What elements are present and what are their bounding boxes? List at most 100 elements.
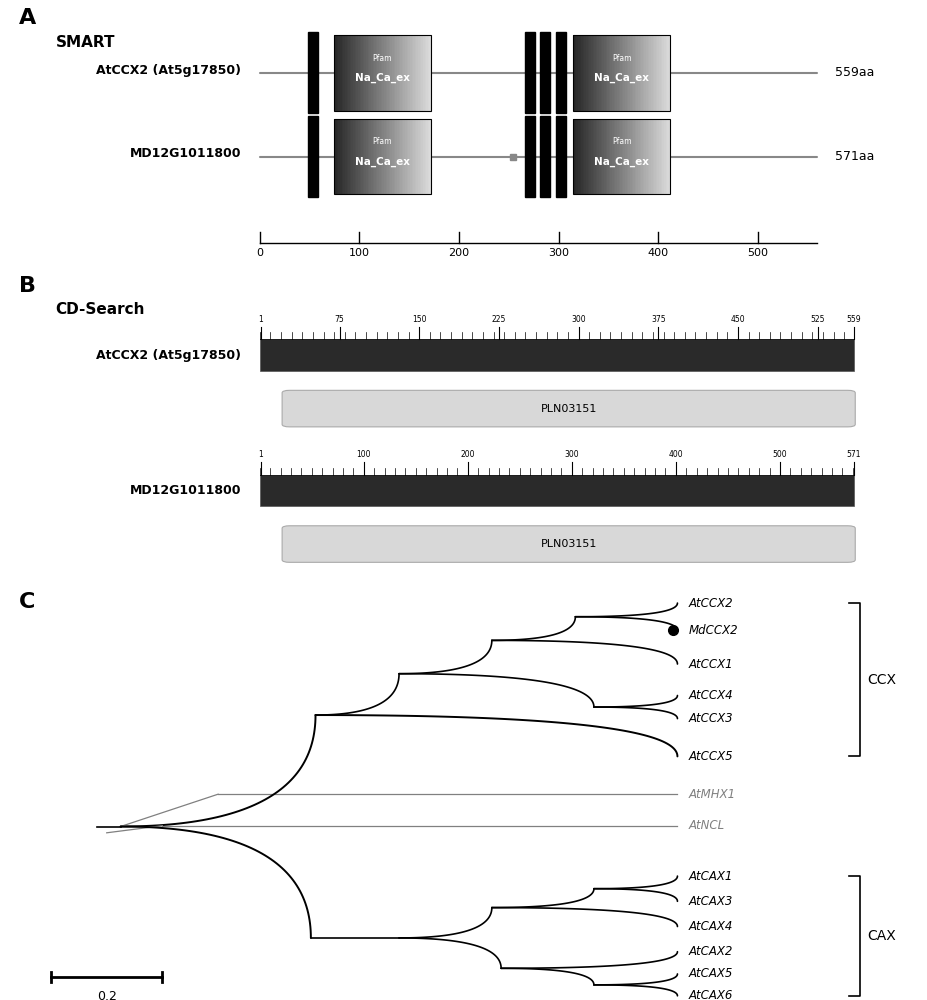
Bar: [406, 119, 409, 194]
Bar: [334, 119, 430, 194]
Bar: [427, 119, 430, 194]
Bar: [374, 119, 376, 194]
Bar: [664, 119, 666, 194]
Text: AtNCL: AtNCL: [688, 819, 724, 832]
Bar: [667, 35, 669, 111]
Bar: [338, 35, 341, 111]
Bar: [416, 35, 419, 111]
Bar: [603, 35, 606, 111]
Bar: [595, 35, 598, 111]
Bar: [369, 119, 372, 194]
Bar: [662, 119, 664, 194]
Bar: [628, 35, 630, 111]
Bar: [613, 119, 616, 194]
Bar: [418, 35, 420, 111]
Bar: [636, 35, 639, 111]
Bar: [608, 35, 611, 111]
Text: 300: 300: [548, 248, 568, 258]
Bar: [390, 119, 393, 194]
Bar: [343, 119, 346, 194]
Bar: [644, 35, 646, 111]
Text: Na_Ca_ex: Na_Ca_ex: [354, 157, 410, 167]
Text: 450: 450: [730, 315, 744, 324]
Bar: [361, 119, 363, 194]
Bar: [605, 119, 607, 194]
Text: 200: 200: [448, 248, 469, 258]
Bar: [386, 119, 387, 194]
Bar: [364, 119, 367, 194]
Bar: [652, 119, 654, 194]
Bar: [625, 35, 627, 111]
Bar: [599, 119, 601, 194]
Bar: [578, 35, 580, 111]
Bar: [592, 119, 594, 194]
Bar: [351, 35, 354, 111]
Bar: [260, 339, 853, 371]
Bar: [419, 35, 422, 111]
Bar: [393, 35, 396, 111]
Text: Na_Ca_ex: Na_Ca_ex: [593, 157, 649, 167]
Bar: [361, 35, 363, 111]
Bar: [641, 35, 643, 111]
Bar: [642, 35, 645, 111]
Bar: [658, 119, 661, 194]
Text: MdCCX2: MdCCX2: [688, 624, 737, 637]
Bar: [397, 119, 399, 194]
Text: B: B: [19, 276, 35, 296]
Bar: [413, 119, 415, 194]
Bar: [574, 119, 577, 194]
Bar: [667, 119, 669, 194]
Bar: [623, 119, 626, 194]
Bar: [644, 119, 646, 194]
Bar: [375, 119, 378, 194]
Text: 300: 300: [564, 450, 578, 459]
Bar: [356, 35, 359, 111]
Bar: [390, 35, 393, 111]
Text: 0: 0: [256, 248, 263, 258]
Text: AtCAX2: AtCAX2: [688, 945, 732, 958]
Bar: [349, 119, 352, 194]
Bar: [348, 119, 350, 194]
Text: C: C: [19, 592, 35, 612]
Bar: [345, 119, 347, 194]
Text: 150: 150: [412, 315, 426, 324]
Bar: [589, 119, 591, 194]
Bar: [584, 119, 587, 194]
Text: AtCCX5: AtCCX5: [688, 750, 732, 763]
Bar: [595, 119, 598, 194]
Bar: [414, 35, 417, 111]
Bar: [638, 35, 640, 111]
Bar: [410, 119, 412, 194]
Bar: [576, 119, 578, 194]
Bar: [308, 32, 317, 113]
Bar: [597, 35, 600, 111]
Text: Pfam: Pfam: [372, 54, 392, 63]
Bar: [631, 119, 633, 194]
Text: 75: 75: [335, 315, 344, 324]
Bar: [260, 475, 853, 506]
Bar: [418, 119, 420, 194]
Text: MD12G1011800: MD12G1011800: [130, 147, 241, 160]
Bar: [599, 35, 601, 111]
Bar: [380, 119, 383, 194]
Bar: [366, 35, 368, 111]
Bar: [388, 119, 391, 194]
Bar: [341, 119, 344, 194]
Bar: [337, 35, 339, 111]
Bar: [612, 35, 614, 111]
Bar: [573, 119, 669, 194]
Bar: [353, 35, 355, 111]
Bar: [397, 35, 399, 111]
Bar: [582, 119, 585, 194]
Bar: [525, 116, 534, 197]
Text: Na_Ca_ex: Na_Ca_ex: [354, 73, 410, 83]
Bar: [362, 35, 365, 111]
Bar: [639, 35, 641, 111]
Bar: [621, 35, 624, 111]
Bar: [540, 116, 550, 197]
Bar: [655, 119, 658, 194]
Bar: [408, 35, 411, 111]
Text: AtCAX3: AtCAX3: [688, 895, 732, 908]
Bar: [632, 119, 635, 194]
Bar: [600, 35, 603, 111]
